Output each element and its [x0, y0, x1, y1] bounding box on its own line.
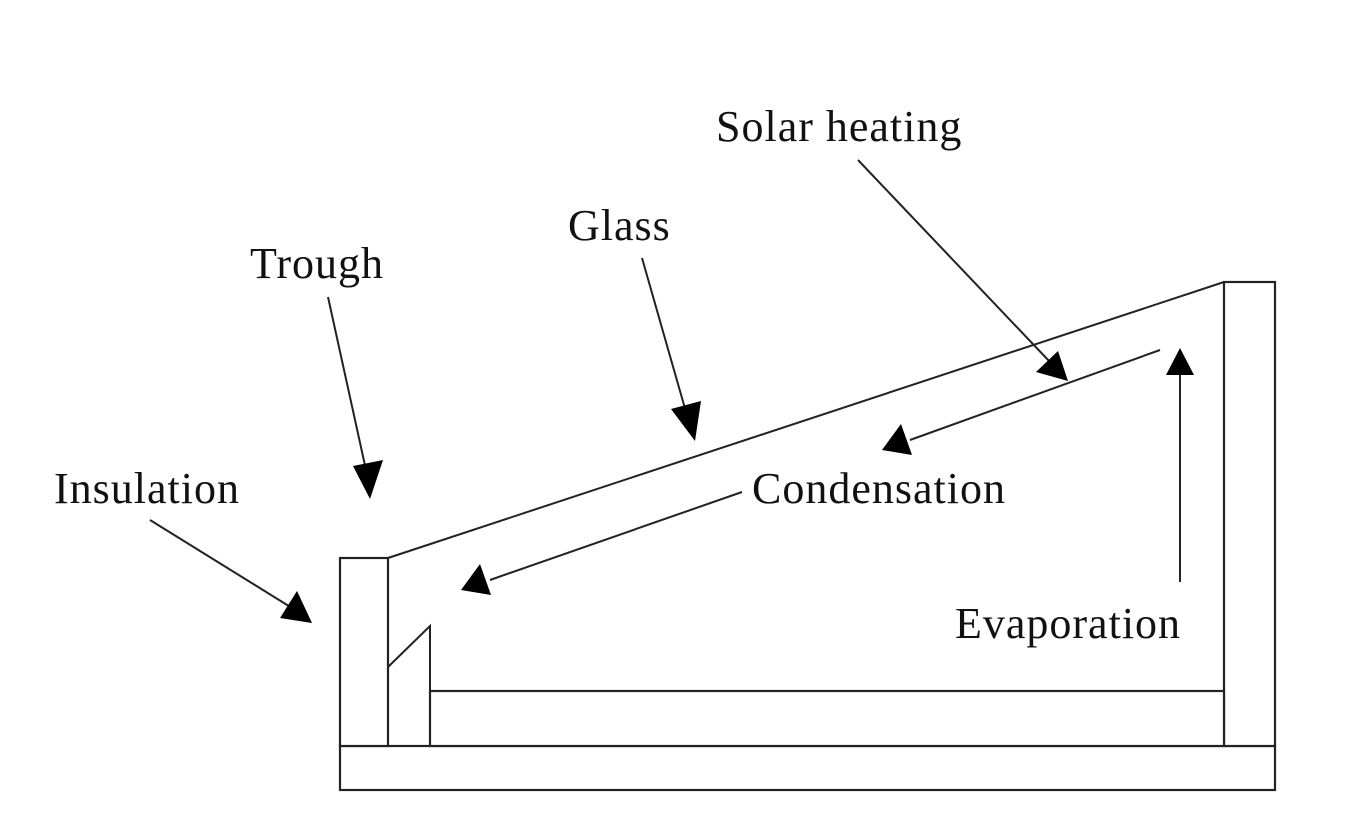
- glass-arrow: [641, 257, 701, 441]
- label-evaporation: Evaporation: [955, 599, 1181, 648]
- label-condensation: Condensation: [752, 464, 1006, 513]
- collection-trough: [387, 623, 431, 746]
- solar-heating-arrow: [857, 159, 1068, 381]
- label-insulation: Insulation: [54, 464, 240, 513]
- label-solar-heating: Solar heating: [716, 102, 962, 151]
- label-trough: Trough: [250, 239, 384, 288]
- evaporation-arrow: [1166, 348, 1194, 582]
- condensation-arrow-lower: [461, 491, 743, 595]
- left-wall: [338, 556, 390, 748]
- condensation-arrow-upper: [882, 349, 1161, 455]
- basin-water: [428, 689, 1226, 748]
- base-slab: [338, 744, 1277, 792]
- insulation-arrow: [149, 519, 312, 623]
- trough-arrow: [327, 296, 383, 499]
- label-glass: Glass: [568, 201, 671, 250]
- glass-cover: [387, 281, 1225, 559]
- right-wall: [1222, 280, 1277, 748]
